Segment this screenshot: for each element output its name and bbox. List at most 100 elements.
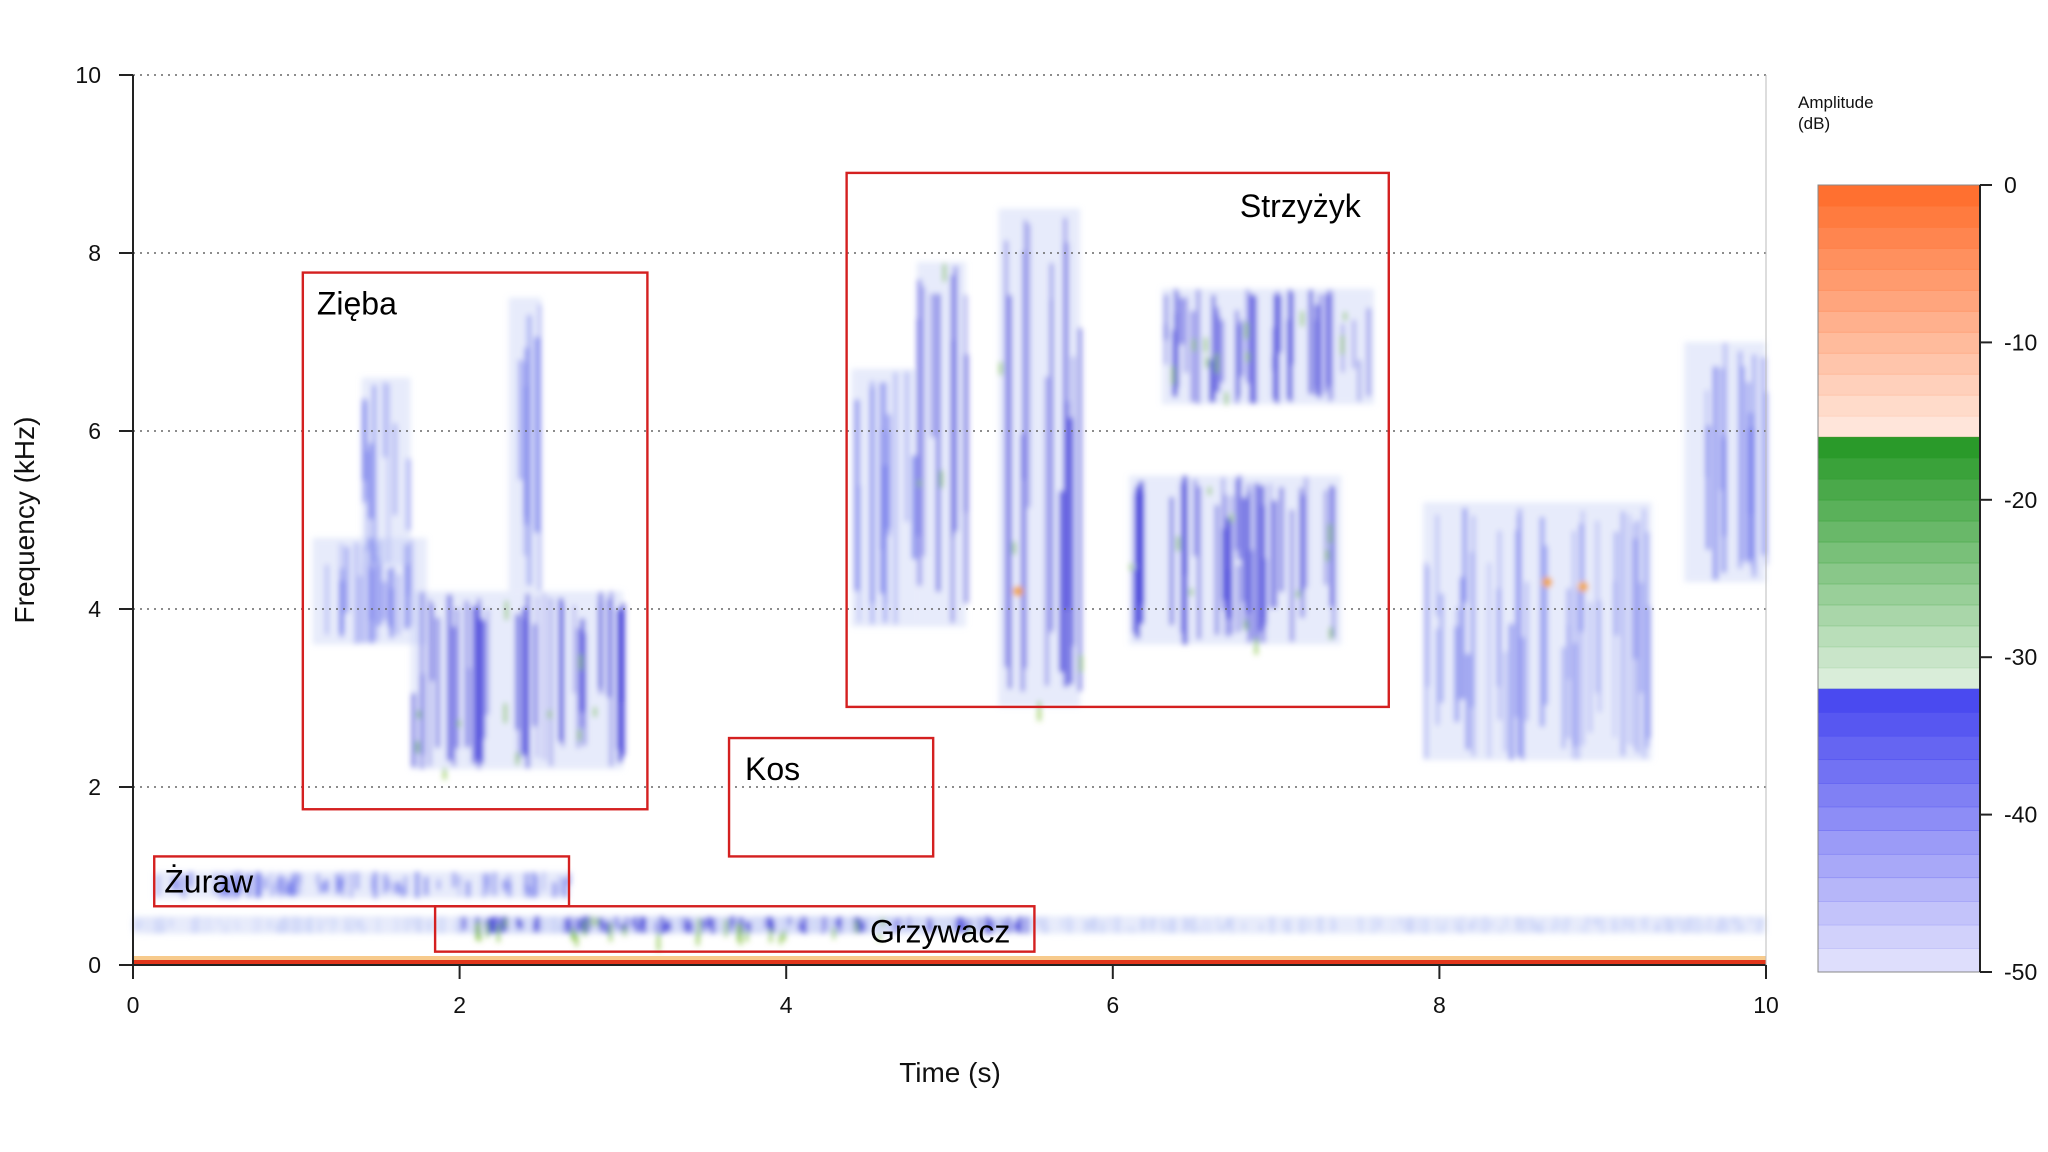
energy-streak xyxy=(349,872,353,899)
energy-streak xyxy=(236,881,240,896)
energy-streak xyxy=(605,921,610,934)
colorbar-segment xyxy=(1818,185,1980,207)
energy-streak xyxy=(525,593,530,769)
annotation-label: Żuraw xyxy=(164,863,254,899)
energy-streak xyxy=(1760,918,1765,927)
energy-streak xyxy=(1304,477,1308,588)
energy-streak xyxy=(1308,289,1313,395)
energy-region xyxy=(1423,502,1652,761)
energy-streak xyxy=(1269,483,1272,609)
energy-streak xyxy=(368,569,373,621)
energy-streak xyxy=(1636,520,1639,754)
energy-streak xyxy=(543,593,546,761)
energy-streak xyxy=(1196,289,1200,404)
energy-streak xyxy=(568,921,573,932)
colorbar-segment xyxy=(1818,436,1980,459)
energy-streak xyxy=(573,605,576,694)
energy-streak xyxy=(1633,538,1638,659)
energy-streak xyxy=(992,921,995,929)
energy-peak xyxy=(496,924,500,942)
energy-streak xyxy=(1022,251,1026,480)
annotation-box xyxy=(727,736,935,858)
energy-streak xyxy=(1639,582,1643,693)
energy-streak xyxy=(1522,919,1527,934)
energy-streak xyxy=(1563,917,1566,934)
energy-streak xyxy=(930,293,935,438)
energy-streak xyxy=(1179,297,1185,345)
energy-streak xyxy=(1613,531,1619,636)
energy-streak xyxy=(1645,532,1649,748)
energy-streak xyxy=(308,916,313,934)
colorbar-segment xyxy=(1818,562,1980,585)
energy-peak xyxy=(579,654,583,670)
energy-peak xyxy=(1208,486,1212,495)
energy-streak xyxy=(275,921,280,932)
energy-streak xyxy=(458,875,461,897)
energy-streak xyxy=(1417,917,1422,933)
colorbar-segment xyxy=(1818,877,1980,902)
energy-streak xyxy=(355,920,361,928)
energy-streak xyxy=(339,878,343,893)
energy-streak xyxy=(1532,919,1536,931)
energy-streak xyxy=(1172,330,1175,397)
energy-streak xyxy=(1405,920,1408,933)
energy-streak xyxy=(912,455,917,560)
energy-streak xyxy=(1227,569,1231,637)
energy-streak xyxy=(424,920,430,928)
energy-streak xyxy=(1458,923,1462,934)
energy-streak xyxy=(1237,325,1241,398)
energy-streak xyxy=(294,916,298,934)
energy-streak xyxy=(1169,496,1174,626)
energy-streak xyxy=(461,917,465,931)
energy-streak xyxy=(325,917,328,926)
energy-streak xyxy=(613,916,619,929)
energy-streak xyxy=(1259,485,1264,632)
energy-streak xyxy=(1489,921,1494,929)
energy-streak xyxy=(218,882,224,899)
energy-streak xyxy=(527,885,532,898)
energy-streak xyxy=(1215,504,1219,635)
energy-peak xyxy=(1129,563,1133,571)
energy-peak xyxy=(503,703,507,724)
energy-streak xyxy=(208,916,212,932)
colorbar-segment xyxy=(1818,604,1980,627)
energy-streak xyxy=(1209,359,1214,403)
energy-streak xyxy=(1070,920,1074,930)
energy-streak xyxy=(437,879,441,890)
energy-streak xyxy=(642,917,647,933)
energy-streak xyxy=(1580,924,1584,933)
energy-streak xyxy=(362,544,366,644)
energy-streak xyxy=(1202,918,1207,933)
energy-streak xyxy=(400,885,405,898)
energy-streak xyxy=(768,917,774,933)
energy-streak xyxy=(664,922,670,930)
energy-streak xyxy=(1286,319,1291,399)
energy-peak xyxy=(571,928,575,940)
energy-streak xyxy=(1716,925,1719,934)
energy-streak xyxy=(563,877,568,898)
energy-streak xyxy=(345,917,349,932)
baseline-strip-upper xyxy=(133,956,1766,960)
energy-streak xyxy=(1173,920,1176,932)
energy-streak xyxy=(393,423,397,516)
energy-peak xyxy=(878,933,882,941)
energy-peak xyxy=(485,921,489,938)
annotation-box xyxy=(433,905,1036,953)
energy-streak xyxy=(1184,296,1189,373)
energy-streak xyxy=(161,917,166,931)
energy-streak xyxy=(331,916,334,934)
energy-streak xyxy=(236,924,240,931)
energy-peak xyxy=(504,600,508,620)
energy-streak xyxy=(475,606,480,760)
energy-streak xyxy=(464,600,469,748)
energy-streak xyxy=(1624,917,1629,929)
energy-streak xyxy=(684,926,688,933)
energy-streak xyxy=(411,916,415,928)
energy-streak xyxy=(518,359,523,480)
energy-streak xyxy=(1393,917,1396,933)
energy-streak xyxy=(1674,917,1678,925)
energy-streak xyxy=(800,916,803,933)
energy-streak xyxy=(536,596,539,758)
energy-peak xyxy=(416,741,420,754)
energy-streak xyxy=(1141,916,1146,928)
